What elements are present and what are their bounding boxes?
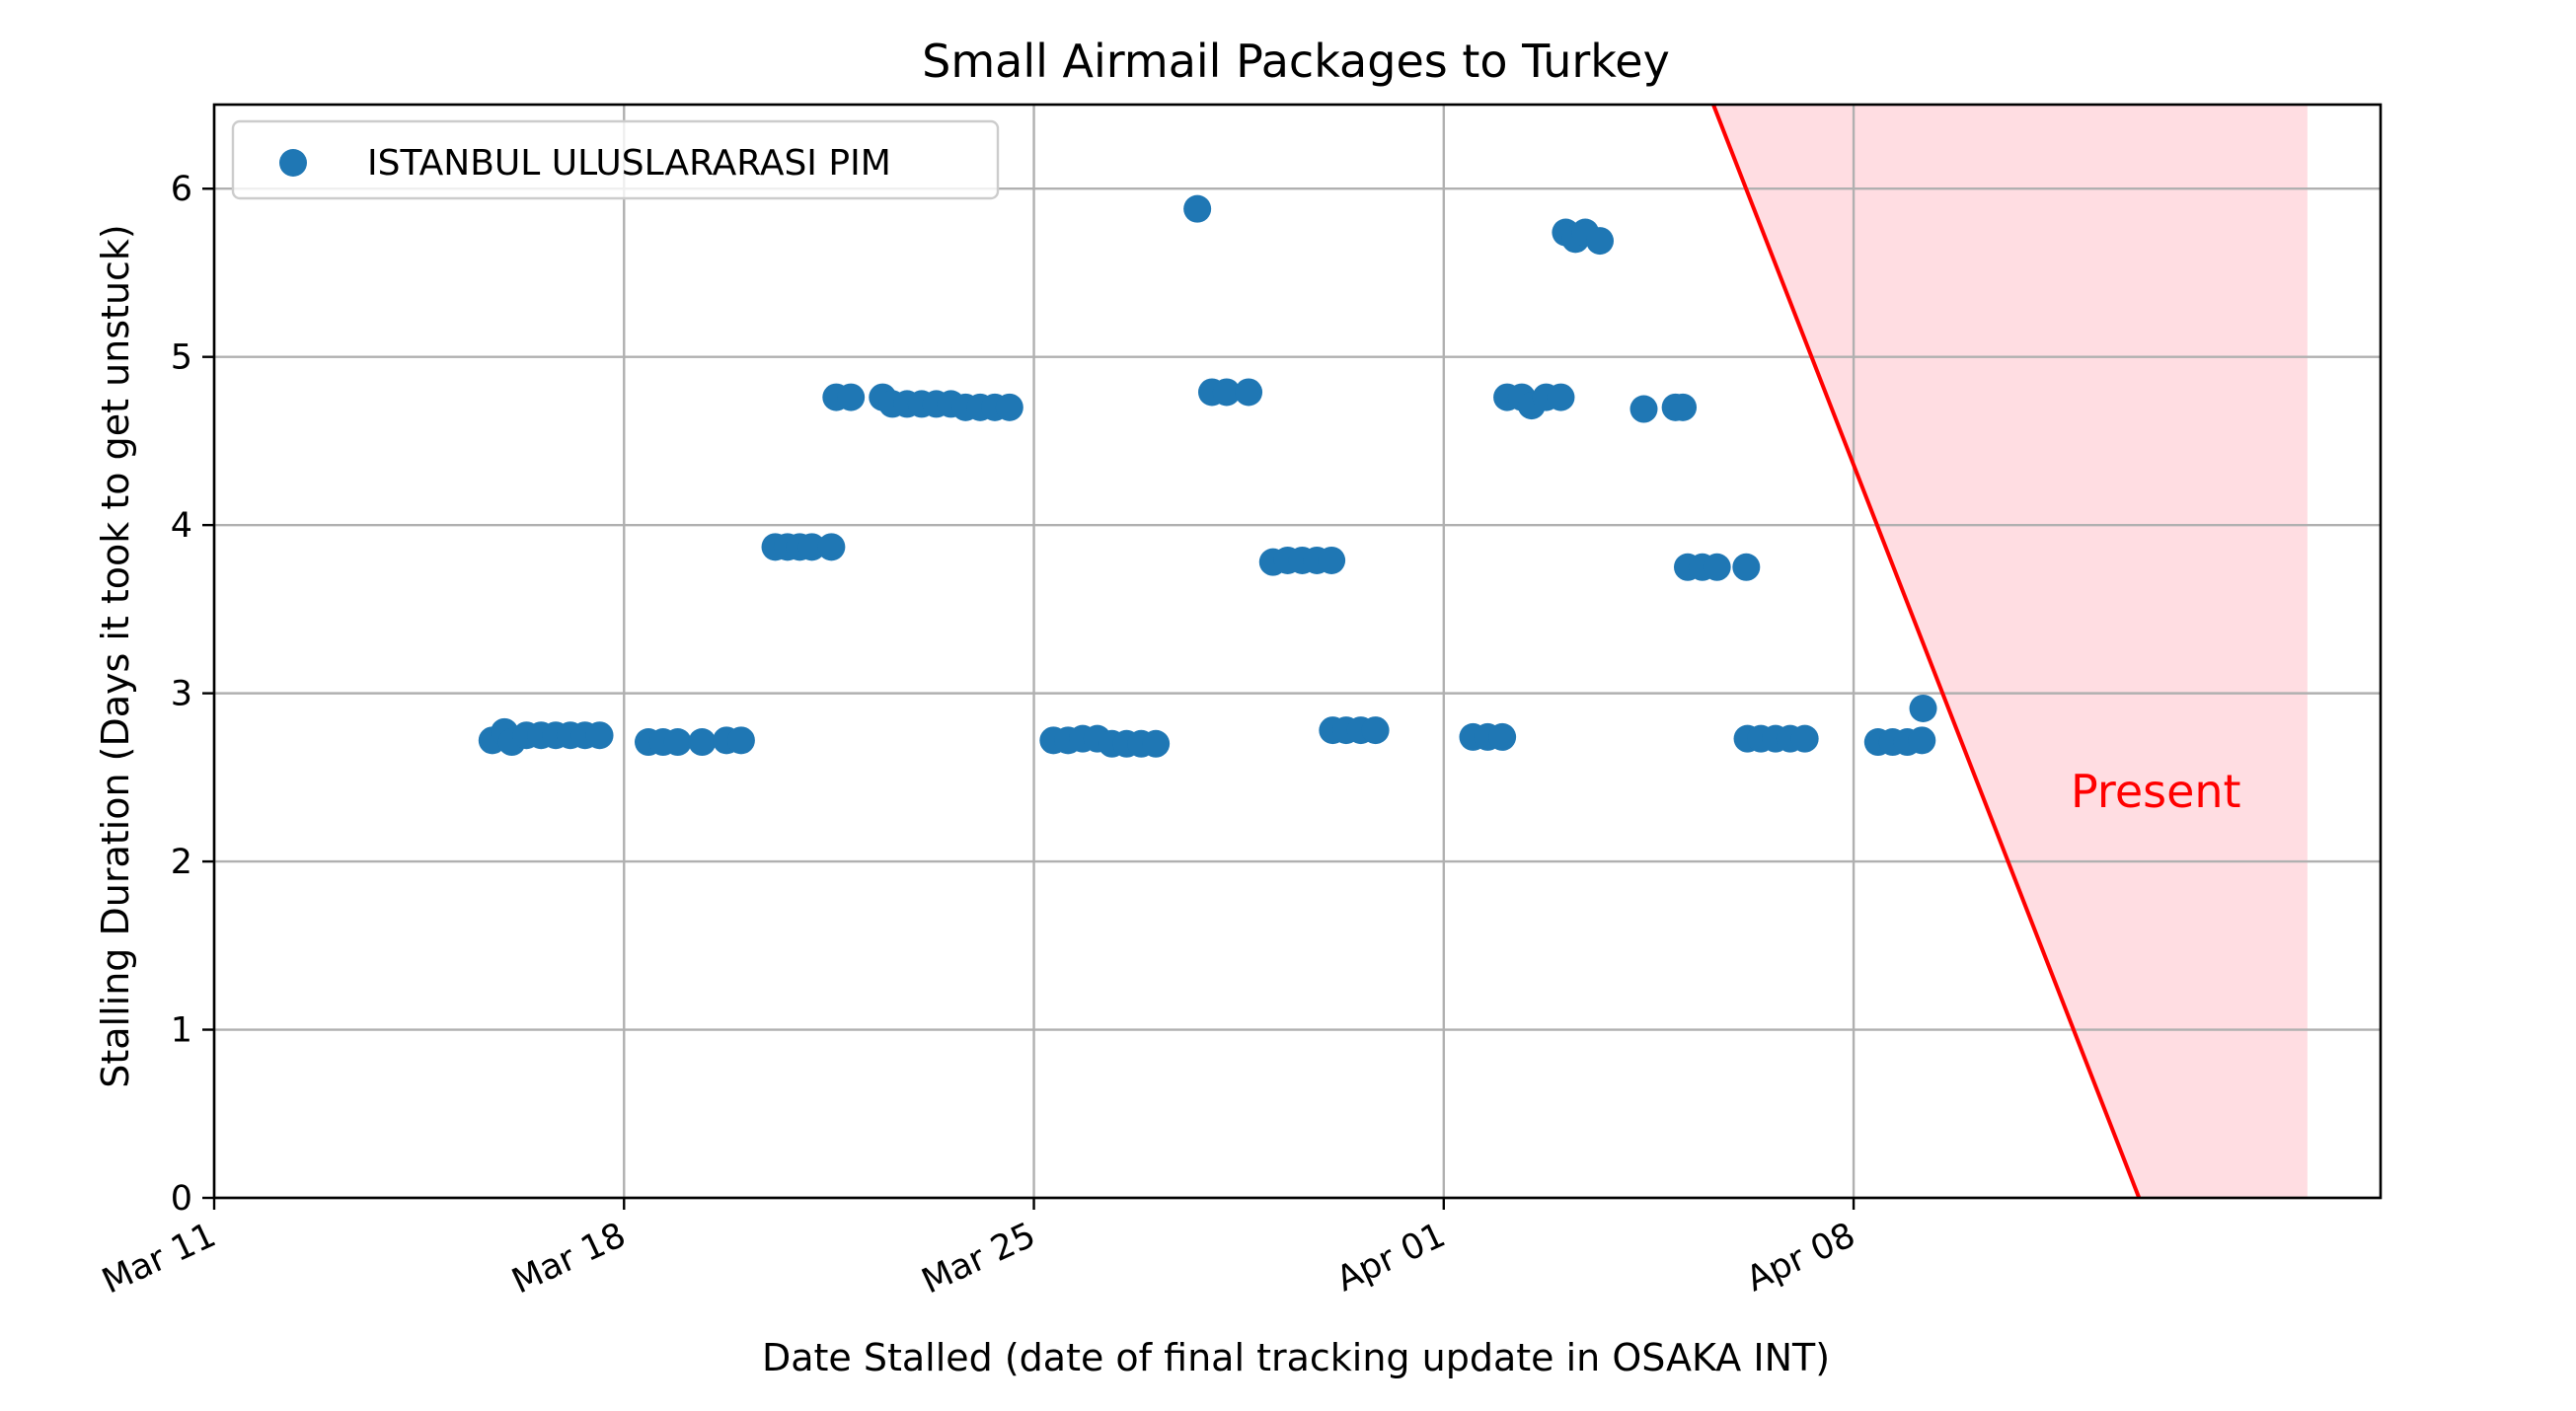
chart-title: Small Airmail Packages to Turkey [922, 35, 1670, 88]
data-point [1908, 726, 1936, 755]
legend-entry-label: ISTANBUL ULUSLARARASI PIM [367, 143, 891, 184]
data-point [837, 383, 866, 411]
y-tick-label: 3 [171, 675, 192, 714]
present-shade-layer [1712, 105, 2308, 1198]
present-label: Present [2071, 765, 2241, 818]
y-axis-label: Stalling Duration (Days it took to get u… [94, 224, 137, 1088]
y-tick-label: 4 [171, 506, 192, 546]
y-tick-label: 2 [171, 843, 192, 882]
y-tick-label: 0 [171, 1179, 192, 1219]
data-point [1669, 393, 1698, 421]
data-point [585, 721, 614, 750]
data-point [1909, 694, 1937, 722]
present-line [1711, 104, 2142, 1199]
data-point [1732, 553, 1761, 581]
present-line-layer [1711, 104, 2142, 1199]
y-tick-label: 5 [171, 338, 192, 378]
data-point [1629, 395, 1658, 423]
y-axis-ticks: 0 1 2 3 4 5 6 [171, 170, 214, 1219]
data-point [1183, 194, 1212, 223]
data-point [1790, 724, 1819, 753]
legend-marker [279, 149, 307, 177]
data-point [726, 726, 755, 755]
data-point [995, 393, 1023, 421]
present-shaded-region [1712, 105, 2308, 1198]
data-point [1703, 553, 1731, 581]
points-layer [478, 194, 1937, 758]
y-tick-label: 1 [171, 1011, 192, 1051]
data-point [797, 533, 826, 561]
data-point [1318, 546, 1346, 574]
x-axis-label: Date Stalled (date of final tracking upd… [762, 1336, 1830, 1379]
plot-frame [212, 103, 2383, 1200]
data-point [1586, 227, 1615, 256]
data-point [1212, 378, 1241, 407]
legend-box [231, 119, 1000, 200]
data-point [1488, 722, 1517, 751]
data-point [1361, 716, 1390, 745]
legend: ISTANBUL ULUSLARARASI PIM [231, 119, 1000, 200]
y-tick-label: 6 [171, 170, 192, 209]
data-point [663, 728, 692, 757]
data-point [1142, 729, 1171, 758]
data-point [1235, 378, 1263, 407]
data-point [817, 533, 846, 561]
data-point [1547, 383, 1575, 411]
data-point [688, 728, 717, 757]
